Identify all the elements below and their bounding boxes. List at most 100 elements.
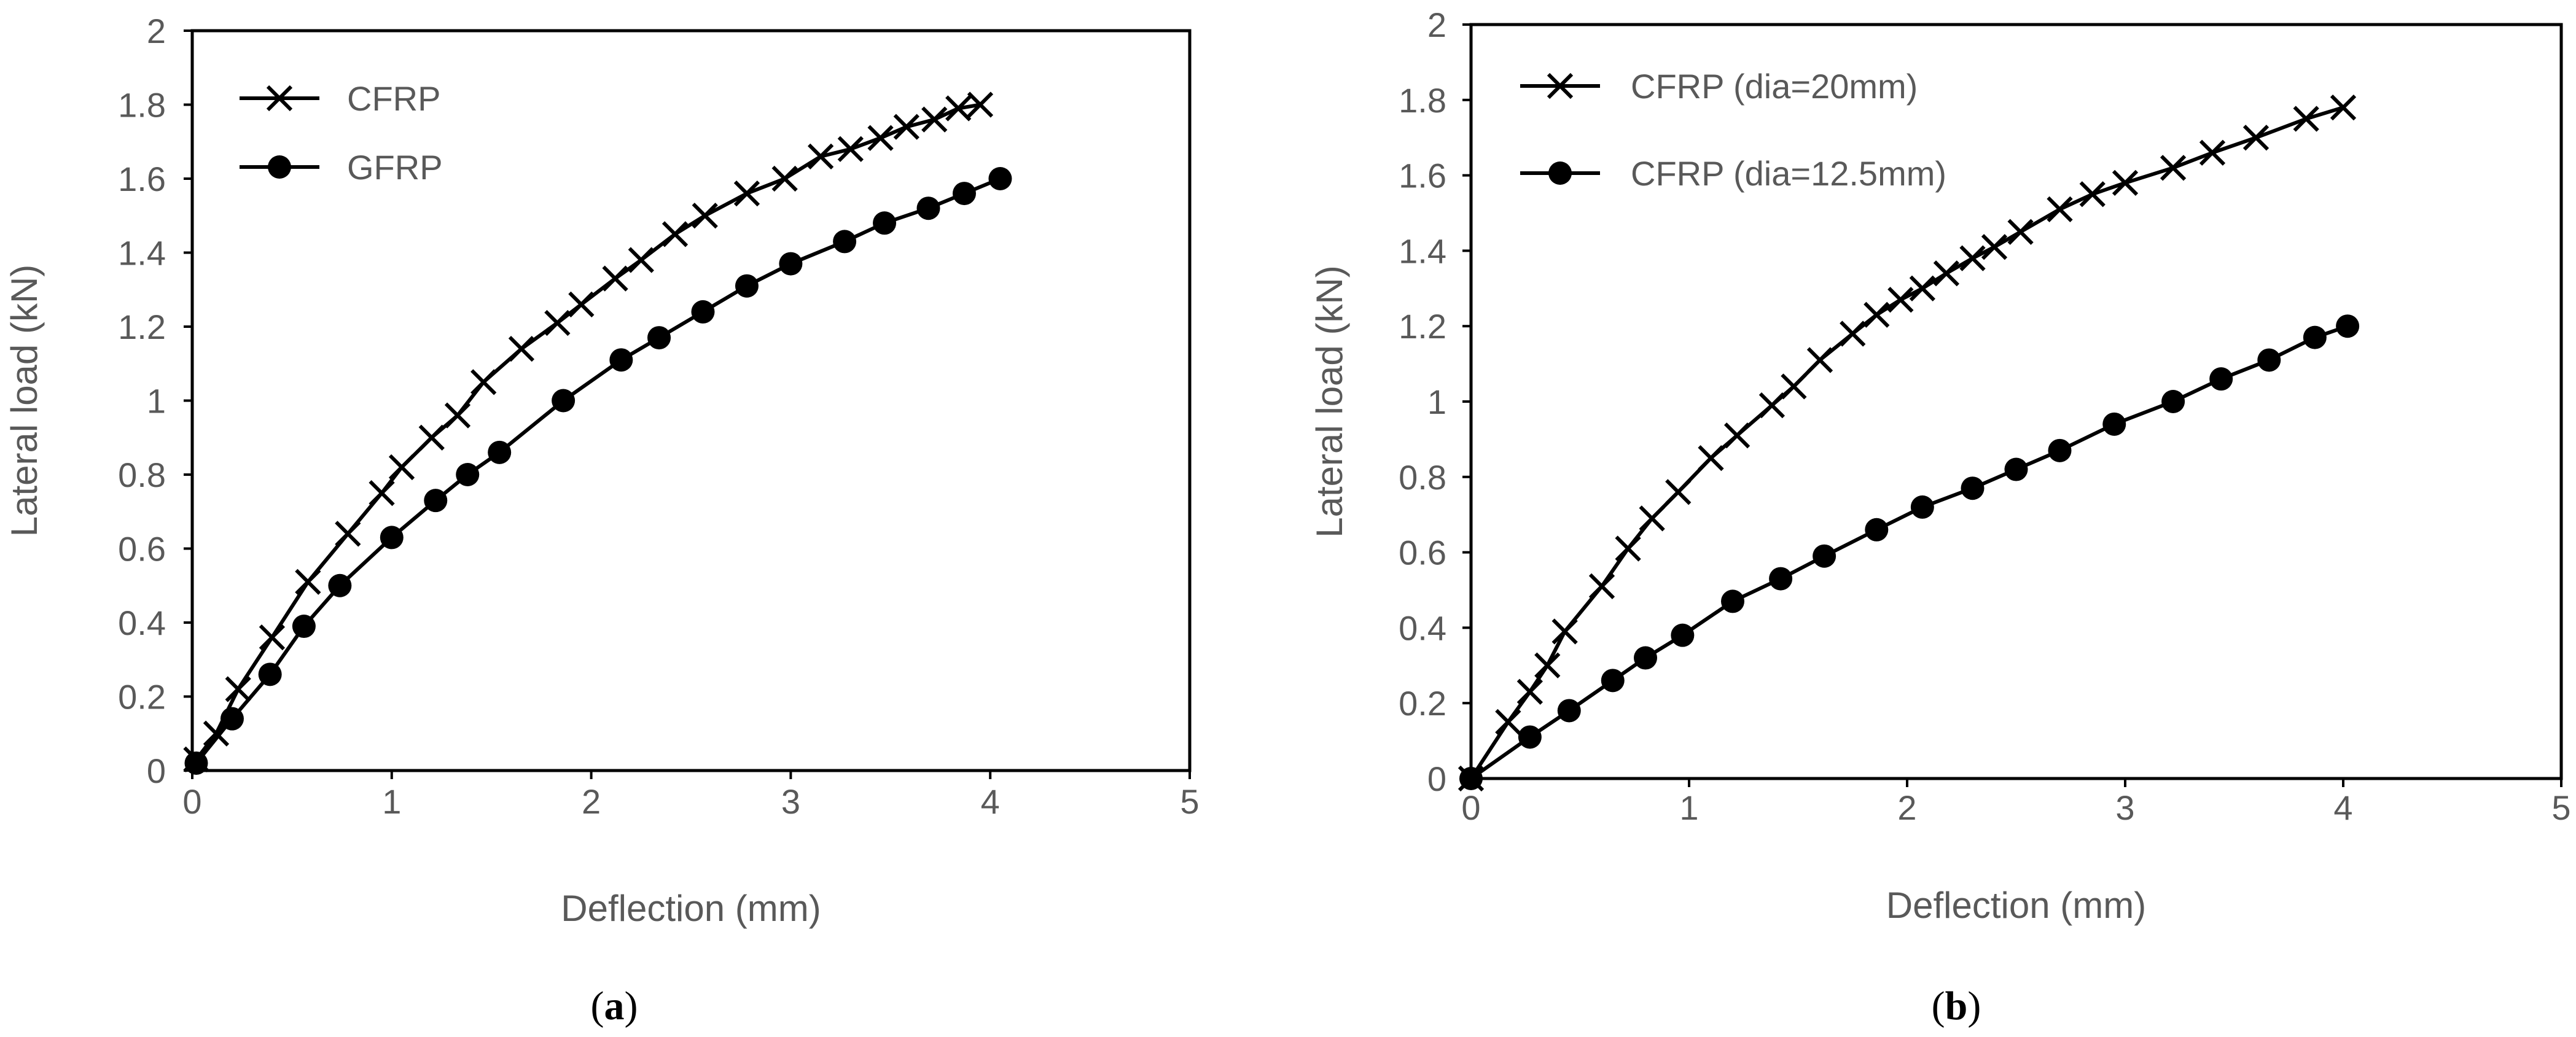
data-point <box>1813 544 1836 568</box>
y-tick-label: 0 <box>147 752 166 790</box>
data-point <box>380 526 404 550</box>
data-point <box>552 389 576 413</box>
y-tick-label: 0.2 <box>1399 684 1446 723</box>
data-point <box>2336 314 2360 338</box>
x-tick-label: 0 <box>1461 788 1480 827</box>
series-cfrp-dia-12-5mm <box>1459 314 2360 790</box>
x-tick-label: 3 <box>781 782 800 821</box>
data-point <box>2161 390 2185 413</box>
y-tick-label: 1 <box>147 382 166 421</box>
data-point <box>220 707 244 731</box>
data-point <box>456 463 480 486</box>
legend-label: GFRP <box>347 148 443 187</box>
data-point <box>1723 422 1751 449</box>
legend-marker <box>266 85 293 112</box>
data-point <box>2199 139 2226 166</box>
data-point <box>1758 392 1786 419</box>
data-point <box>1909 275 1935 301</box>
data-point <box>1516 678 1543 705</box>
y-tick-label: 2 <box>1427 6 1446 44</box>
y-axis-title: Lateral load (kN) <box>4 265 45 537</box>
data-point <box>424 489 448 513</box>
series-gfrp <box>184 167 1012 775</box>
data-point <box>1698 445 1724 472</box>
data-point <box>292 615 316 639</box>
data-point <box>225 676 251 702</box>
data-point <box>1518 725 1542 749</box>
data-point <box>2048 438 2072 462</box>
legend-marker <box>1547 72 1574 99</box>
data-point <box>893 114 919 140</box>
data-point <box>1721 589 1744 613</box>
data-point <box>1887 287 1914 313</box>
data-point <box>779 252 803 276</box>
legend-marker <box>268 155 291 179</box>
x-tick-label: 4 <box>981 782 1000 821</box>
data-point <box>2004 457 2028 481</box>
x-axis-title: Deflection (mm) <box>1886 885 2146 926</box>
data-point <box>1615 535 1641 562</box>
data-point <box>1665 479 1692 505</box>
x-tick-label: 0 <box>182 782 201 821</box>
data-point <box>1840 320 1866 347</box>
data-point <box>418 424 445 451</box>
data-point <box>2112 169 2139 196</box>
data-point <box>1634 646 1657 670</box>
data-point <box>647 326 671 350</box>
data-point <box>1588 573 1615 599</box>
data-point <box>837 136 864 162</box>
data-point <box>916 196 940 220</box>
data-point <box>369 480 395 507</box>
data-point <box>807 143 834 169</box>
data-point <box>602 265 628 292</box>
legend-label: CFRP (dia=12.5mm) <box>1631 154 1946 193</box>
x-tick-label: 2 <box>1897 788 1916 827</box>
series-cfrp <box>183 91 994 773</box>
data-point <box>184 751 208 775</box>
x-tick-label: 2 <box>582 782 601 821</box>
data-point <box>2303 325 2327 349</box>
y-tick-label: 0.4 <box>118 604 166 642</box>
x-axis-title: Deflection (mm) <box>561 888 821 929</box>
data-point <box>2102 412 2126 436</box>
data-point <box>833 230 857 254</box>
legend-entry-gfrp: GFRP <box>240 148 443 187</box>
y-tick-label: 0.6 <box>118 530 166 569</box>
data-point <box>470 369 497 395</box>
data-point <box>335 521 361 547</box>
y-tick-label: 1.2 <box>118 308 166 346</box>
x-tick-label: 5 <box>2551 788 2570 827</box>
series-cfrp-dia-20mm <box>1458 94 2357 792</box>
data-point <box>1981 234 2008 260</box>
y-tick-label: 1.6 <box>1399 157 1446 195</box>
data-point <box>508 336 535 362</box>
data-point <box>1961 476 1985 500</box>
data-point <box>2209 367 2233 391</box>
data-point <box>1557 699 1581 723</box>
x-tick-label: 4 <box>2333 788 2352 827</box>
legend-entry-cfrp-dia-12-5mm: CFRP (dia=12.5mm) <box>1520 154 1946 193</box>
data-point <box>488 440 512 464</box>
legend-label: CFRP <box>347 79 440 118</box>
data-point <box>628 247 654 273</box>
data-point <box>1601 669 1625 693</box>
x-tick-label: 3 <box>2115 788 2134 827</box>
data-point <box>691 300 715 324</box>
y-tick-label: 0.8 <box>1399 458 1446 497</box>
data-point <box>2007 219 2034 245</box>
data-point <box>1781 373 1807 400</box>
y-tick-label: 0.2 <box>118 678 166 717</box>
data-point <box>444 402 471 429</box>
y-axis-title: Lateral load (kN) <box>1309 265 1350 538</box>
y-tick-label: 0.6 <box>1399 534 1446 572</box>
panel-caption: (b) <box>1932 984 1981 1028</box>
data-point <box>2330 94 2357 121</box>
x-tick-label: 5 <box>1180 782 1199 821</box>
data-point <box>544 309 571 336</box>
data-point <box>1959 245 1986 271</box>
y-tick-label: 1.4 <box>118 234 166 273</box>
legend-marker <box>1548 161 1572 185</box>
data-point <box>1865 518 1889 542</box>
data-point <box>945 95 972 122</box>
